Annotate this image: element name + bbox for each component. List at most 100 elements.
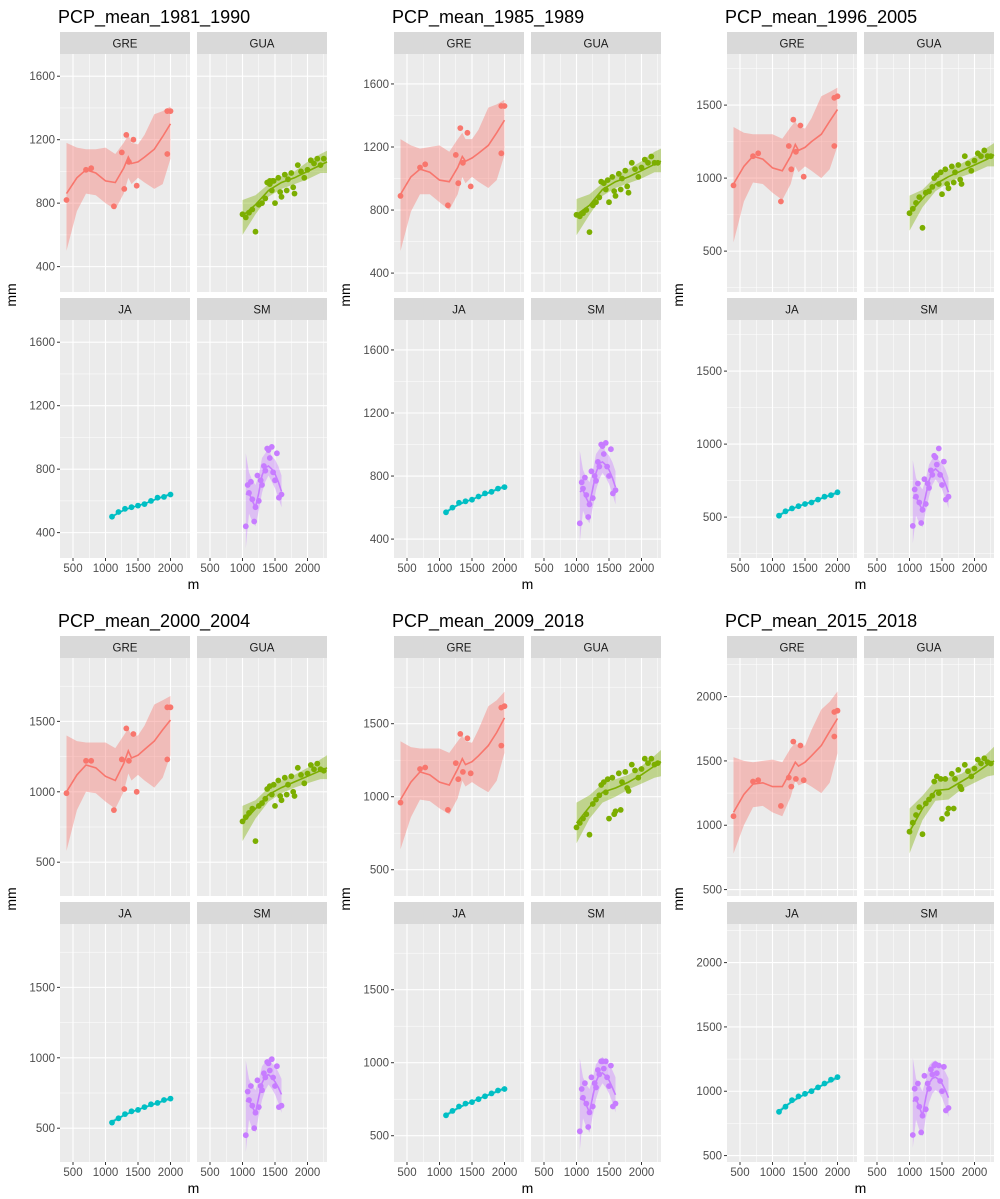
data-point	[935, 181, 942, 187]
data-point	[417, 164, 423, 171]
data-point	[246, 1097, 252, 1103]
data-point	[246, 490, 252, 496]
data-point	[285, 176, 291, 183]
facet-gre: GRE 500 1000 1500	[363, 636, 524, 896]
data-point	[595, 459, 601, 465]
data-point	[950, 179, 957, 186]
data-point	[278, 193, 285, 200]
data-point	[239, 818, 246, 825]
data-point	[611, 188, 618, 195]
facet-strip	[531, 32, 661, 54]
data-point	[475, 493, 482, 500]
facet-strip	[864, 902, 994, 924]
data-point	[778, 803, 784, 809]
data-point	[275, 174, 282, 181]
x-tick-label: 1000	[230, 1167, 256, 1179]
data-point	[141, 501, 148, 507]
data-point	[482, 1093, 488, 1100]
data-point	[793, 776, 799, 782]
data-point	[919, 506, 926, 513]
data-point	[789, 1097, 795, 1104]
facet-sm: SM 500 1000 1500 2000	[864, 298, 994, 575]
data-point	[445, 202, 451, 209]
panel-background	[727, 658, 857, 896]
panel-background	[394, 320, 524, 558]
data-point	[606, 199, 612, 206]
y-tick-label: 2000	[696, 692, 722, 704]
panel-background	[727, 320, 857, 558]
data-point	[941, 1063, 947, 1070]
data-point	[242, 1132, 249, 1139]
data-point	[778, 198, 784, 205]
data-point	[935, 445, 942, 452]
data-point	[612, 1100, 619, 1107]
data-point	[595, 1067, 601, 1073]
facet-strip	[60, 902, 190, 924]
data-point	[109, 513, 115, 520]
data-point	[955, 162, 962, 168]
facet-strip-label: GUA	[250, 643, 275, 655]
y-tick-label: 1600	[29, 337, 55, 349]
data-point	[609, 774, 616, 781]
y-tick-label: 1500	[696, 756, 722, 768]
x-tick-label: 2000	[295, 1167, 321, 1179]
data-point	[482, 490, 488, 497]
data-point	[585, 514, 592, 520]
data-point	[290, 184, 297, 191]
data-point	[834, 707, 841, 714]
chart-5: PCP_mean_2009_2018 GRE 500 1000 1500 GUA JA 500…	[337, 611, 662, 1196]
x-tick-label: 1000	[564, 1167, 590, 1179]
data-point	[462, 498, 469, 505]
data-point	[589, 801, 596, 807]
data-point	[167, 108, 174, 114]
data-point	[133, 182, 140, 189]
x-tick-label: 2000	[825, 1167, 851, 1179]
data-point	[608, 446, 614, 453]
data-point	[254, 472, 261, 479]
data-point	[915, 1080, 921, 1087]
data-point	[135, 1107, 141, 1113]
data-point	[957, 176, 964, 183]
x-axis-label: m	[522, 576, 534, 592]
data-point	[268, 444, 275, 450]
data-point	[501, 484, 508, 490]
data-point	[111, 203, 117, 210]
y-tick-label: 1200	[29, 401, 55, 413]
data-point	[259, 1087, 265, 1094]
data-point	[831, 143, 838, 149]
data-point	[251, 518, 258, 525]
y-tick-label: 1500	[363, 719, 389, 731]
data-point	[272, 1083, 278, 1089]
facet-gre: GRE 500 1000 1500 2000	[696, 636, 857, 897]
facet-strip	[864, 298, 994, 320]
panel-background	[531, 320, 661, 558]
facet-strip-label: GUA	[250, 39, 275, 51]
data-point	[285, 781, 291, 788]
data-point	[452, 760, 459, 766]
facet-strip-label: GRE	[780, 39, 805, 51]
data-point	[935, 790, 942, 796]
facet-sm: SM 500 1000 1500 2000	[531, 298, 661, 575]
data-point	[641, 755, 648, 762]
data-point	[654, 760, 661, 766]
data-point	[83, 757, 89, 764]
data-point	[311, 766, 317, 773]
data-point	[307, 762, 314, 768]
x-tick-label: 500	[867, 563, 886, 575]
data-point	[750, 153, 756, 160]
data-point	[249, 1102, 256, 1109]
data-point	[317, 162, 324, 169]
data-point	[123, 132, 130, 138]
data-point	[121, 786, 128, 792]
data-point	[617, 186, 624, 193]
data-point	[288, 170, 295, 176]
data-point	[606, 815, 612, 822]
confidence-band-gre	[733, 691, 838, 854]
data-point	[501, 703, 508, 710]
data-point	[928, 467, 934, 474]
facet-strip	[864, 32, 994, 54]
y-tick-label: 800	[36, 464, 55, 476]
confidence-band-gua	[576, 148, 661, 236]
facet-strip-label: GUA	[917, 39, 942, 51]
data-point	[785, 143, 792, 149]
